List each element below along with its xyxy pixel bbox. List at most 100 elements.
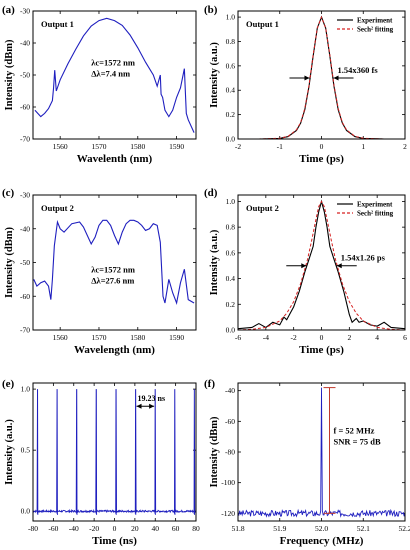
panel-b: (b) -2 -1 0 1 2 0.0 0.2 0.4 0.6 0.8 1.0 Time (ps) Int…: [204, 4, 407, 165]
panel-c: (c) 1560 1570 1580 1590 -70 -60 -50 -40 -30 Wavele…: [2, 187, 197, 356]
fwhm-arrowhead-right: [333, 75, 339, 81]
fwhm-arrowhead-left: [304, 75, 310, 81]
y-tick-label: 0.5: [21, 446, 31, 455]
y-tick-label: -40: [20, 39, 30, 48]
x-axis-label: Time (ps): [299, 344, 344, 356]
x-axis-label: Time (ns): [92, 535, 137, 547]
y-axis-label: Intensity (dBm): [4, 227, 15, 298]
spectrum-annotation: λc=1572 nm: [91, 57, 135, 67]
panel-annotation: Output 1: [246, 19, 279, 29]
series-line-experiment: [34, 17, 195, 133]
x-tick-label: 1560: [53, 333, 68, 342]
x-axis-label: Wavelength (nm): [74, 344, 155, 356]
y-tick-label: 0.0: [226, 135, 236, 144]
y-tick-label: 0.0: [226, 326, 236, 335]
period-annotation: 19.23 ns: [138, 394, 166, 403]
y-axis-label: Intensity (dBm): [4, 39, 15, 110]
panel-label: (d): [204, 187, 218, 199]
y-tick-label: 1.0: [226, 197, 236, 206]
y-tick-label: 0.2: [226, 300, 236, 309]
panel-f: (f) 51.8 51.9 52.0 52.1 52.2 -120 -100 -80 -60 -40…: [204, 378, 410, 547]
x-axis-label: Time (ps): [299, 153, 344, 165]
x-tick-label: 52.1: [357, 524, 370, 533]
y-tick-label: 0.6: [226, 61, 236, 70]
x-tick-label: 80: [192, 524, 200, 533]
y-tick-label: -60: [20, 103, 30, 112]
x-tick-label: 6: [403, 333, 407, 342]
x-tick-label: 51.8: [231, 524, 244, 533]
panel-label: (c): [2, 187, 15, 199]
y-tick-label: -70: [20, 135, 30, 144]
plot-area: [238, 199, 405, 330]
x-tick-label: 40: [152, 524, 160, 533]
x-tick-label: 52.0: [315, 524, 328, 533]
x-tick-label: -2: [235, 142, 241, 151]
panel-label: (b): [204, 4, 218, 16]
x-tick-label: -6: [235, 333, 241, 342]
fwhm-arrowhead-left: [301, 263, 307, 269]
y-tick-label: -60: [20, 292, 30, 301]
y-tick-label: -50: [20, 71, 30, 80]
y-tick-label: -40: [225, 386, 235, 395]
series-line-fit: [238, 200, 405, 330]
y-axis-label: Intensity (dBm): [209, 416, 220, 487]
plot-frame: [32, 10, 197, 140]
panel-annotation: Output 2: [246, 203, 279, 213]
y-tick-label: 0.0: [21, 507, 31, 516]
x-axis-label: Frequency (MHz): [280, 535, 364, 547]
series-line-fit: [238, 15, 405, 139]
panel-label: (f): [204, 378, 215, 390]
plot-area: [33, 389, 196, 515]
x-tick-label: 60: [172, 524, 180, 533]
panel-d: (d) -6 -4 -2 0 2 4 6 0.0 0.2 0.4 0.6 0.8 1.0 Time (ps)…: [204, 187, 407, 356]
y-tick-label: 0.8: [226, 37, 236, 46]
plot-frame: [237, 194, 406, 331]
x-tick-label: 1570: [91, 333, 106, 342]
y-tick-label: -80: [225, 448, 235, 457]
y-tick-label: -60: [225, 417, 235, 426]
x-tick-label: -1: [277, 142, 283, 151]
snr-annotation: f = 52 MHz: [334, 426, 375, 436]
legend-entry: Experiment: [357, 17, 393, 25]
y-tick-label: 0.4: [226, 274, 236, 283]
snr-annotation: SNR = 75 dB: [334, 437, 381, 447]
x-tick-label: -60: [48, 524, 58, 533]
x-tick-label: -20: [89, 524, 99, 533]
x-tick-label: 1590: [169, 333, 184, 342]
y-tick-label: -120: [221, 509, 235, 518]
x-tick-label: 0: [113, 524, 117, 533]
x-tick-label: 1580: [130, 333, 145, 342]
period-arrowhead: [136, 403, 142, 409]
x-tick-label: 0: [320, 333, 324, 342]
plot-area: [238, 15, 405, 139]
x-tick-label: 1580: [130, 142, 145, 151]
x-tick-label: 2: [403, 142, 407, 151]
series-line-experiment: [33, 219, 195, 305]
period-arrowhead: [149, 403, 155, 409]
plot-frame: [237, 382, 406, 522]
y-tick-label: 1.0: [21, 385, 31, 394]
panel-a: (a) 1560 1570 1580 1590 -70 -60 -50 -40 -30 Wavele…: [2, 4, 197, 165]
spectrum-annotation: Δλ=7.4 nm: [91, 68, 130, 78]
y-axis-label: Intensity (a.u.): [209, 42, 220, 108]
series-line-experiment: [238, 15, 405, 139]
y-tick-label: 0.8: [226, 223, 236, 232]
y-axis-label: Intensity (a.u.): [209, 229, 220, 295]
y-tick-label: -30: [20, 191, 30, 200]
y-tick-label: 0.6: [226, 248, 236, 257]
x-tick-label: 1570: [91, 142, 106, 151]
panel-e: (e) -80 -60 -40 -20 0 20 40 60 80 0.0 0.5 1.0 Time (n…: [2, 378, 200, 547]
x-tick-label: -4: [263, 333, 269, 342]
panel-label: (e): [2, 378, 15, 390]
x-axis-label: Wavelenth (nm): [77, 153, 153, 165]
fwhm-arrowhead-right: [336, 263, 342, 269]
plot-area: [33, 219, 195, 305]
plot-frame: [237, 10, 406, 140]
y-tick-label: -100: [221, 478, 235, 487]
x-tick-label: 0: [320, 142, 324, 151]
plot-frame: [32, 194, 197, 331]
x-tick-label: -2: [291, 333, 297, 342]
x-tick-label: 51.9: [273, 524, 286, 533]
x-tick-label: 1: [361, 142, 365, 151]
